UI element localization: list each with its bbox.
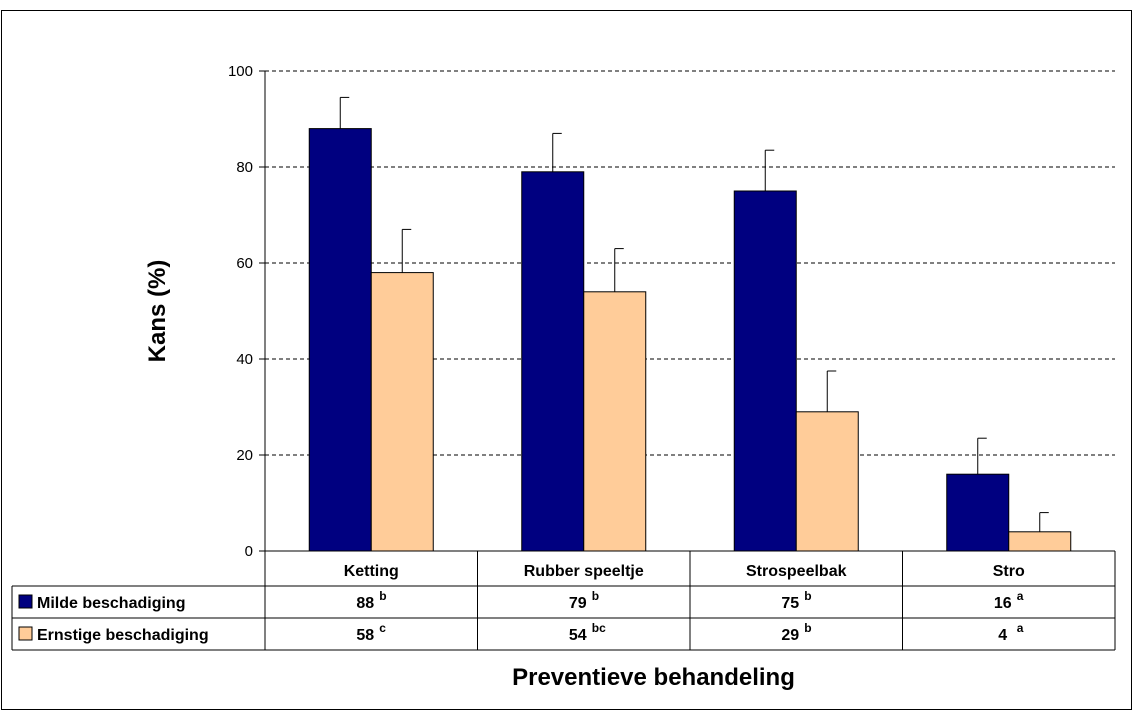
- y-axis-label: Kans (%): [144, 260, 171, 363]
- data-label: 29: [781, 627, 799, 644]
- bar: [795, 411, 859, 552]
- data-label: 79: [569, 595, 587, 612]
- significance-superscript: a: [1017, 621, 1024, 635]
- significance-superscript: b: [804, 621, 811, 635]
- bar: [308, 128, 372, 552]
- bar: [946, 473, 1010, 552]
- significance-superscript: bc: [592, 621, 606, 635]
- bars: [308, 128, 1072, 552]
- error-bars: [339, 96, 1049, 532]
- data-label: 88: [356, 595, 374, 612]
- y-tick-label: 80: [236, 159, 253, 176]
- y-tick-label: 60: [236, 255, 253, 272]
- category-label: Ketting: [344, 563, 399, 580]
- y-tick-label: 40: [236, 351, 253, 368]
- data-label: 54: [569, 627, 587, 644]
- category-label: Stro: [993, 563, 1025, 580]
- significance-superscript: c: [379, 621, 386, 635]
- legend-key: [18, 594, 33, 609]
- significance-superscript: b: [804, 589, 811, 603]
- y-tick-label: 100: [228, 63, 253, 80]
- data-table: Ketting Rubber speeltje Strospeelbak Stro Mi…: [11, 550, 1116, 651]
- data-label: 58: [356, 627, 374, 644]
- bar: [370, 272, 434, 552]
- significance-superscript: a: [1017, 589, 1024, 603]
- category-label: Rubber speeltje: [524, 563, 644, 580]
- bar: [733, 190, 797, 552]
- x-axis-label: Preventieve behandeling: [512, 664, 795, 691]
- y-tick-label: 20: [236, 447, 253, 464]
- legend-key: [18, 626, 33, 641]
- data-label: 16: [994, 595, 1012, 612]
- legend-label: Ernstige beschadiging: [37, 627, 209, 644]
- bar: [583, 291, 647, 552]
- data-label: 75: [781, 595, 799, 612]
- significance-superscript: b: [379, 589, 386, 603]
- y-tick-label: 0: [245, 543, 253, 560]
- bar: [1008, 531, 1072, 552]
- legend-label: Milde beschadiging: [37, 595, 185, 612]
- y-axis-ticks: 0 20 40 60 80 100: [228, 63, 265, 560]
- bar: [521, 171, 585, 552]
- category-label: Strospeelbak: [746, 563, 847, 580]
- data-label: 4: [998, 627, 1007, 644]
- significance-superscript: b: [592, 589, 599, 603]
